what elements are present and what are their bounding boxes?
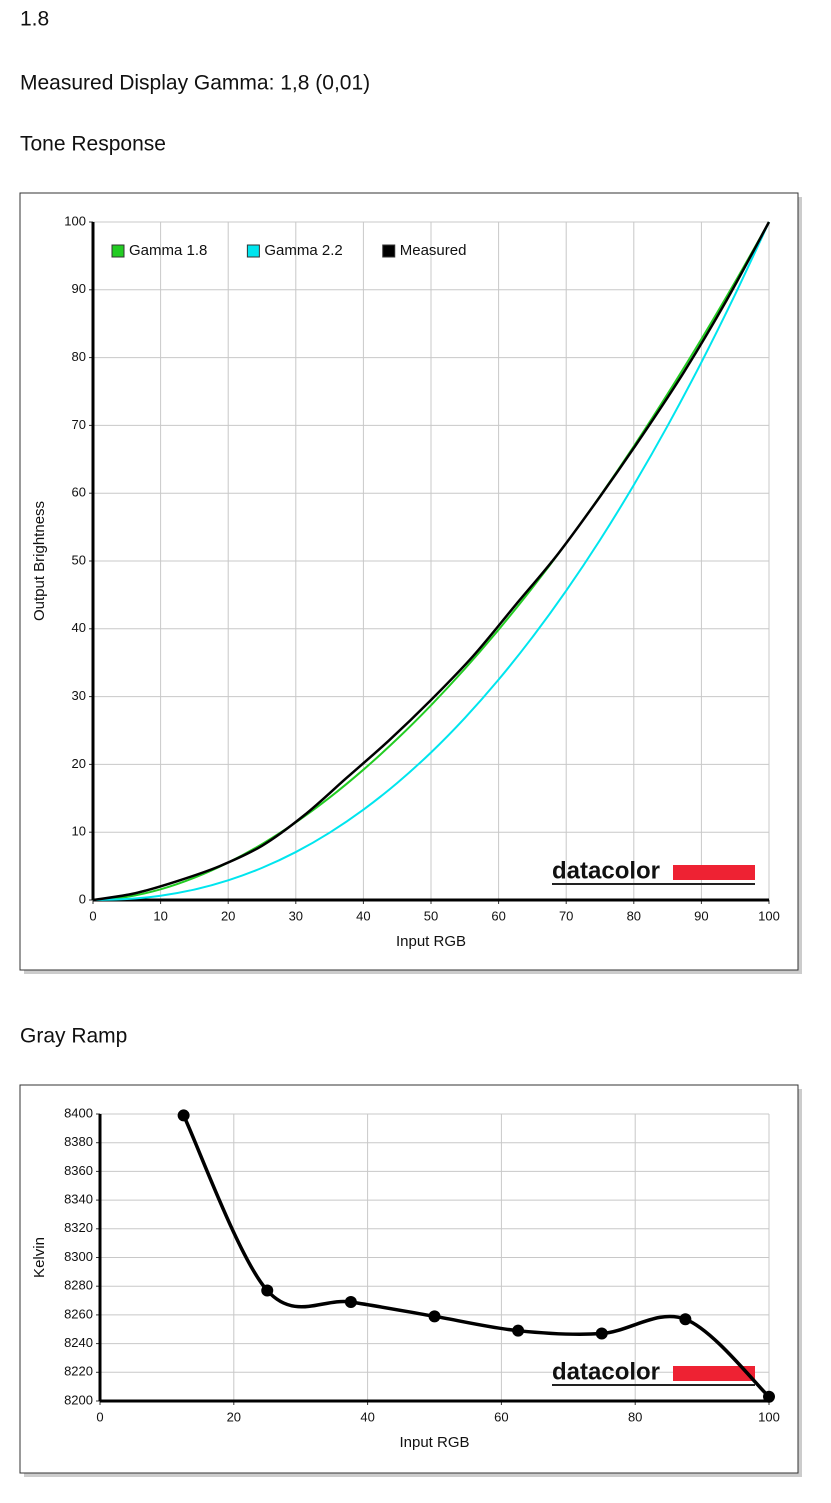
section-heading: Tone Response: [20, 133, 166, 156]
x-tick-label: 80: [627, 908, 641, 923]
y-tick-label: 8300: [64, 1249, 93, 1264]
x-tick-label: 30: [289, 908, 303, 923]
y-tick-label: 10: [72, 824, 86, 839]
x-tick-label: 0: [89, 908, 96, 923]
section-heading: Gray Ramp: [20, 1025, 127, 1048]
y-axis-title: Kelvin: [31, 1237, 48, 1278]
x-tick-label: 100: [758, 1409, 780, 1424]
y-tick-label: 8320: [64, 1220, 93, 1235]
y-tick-label: 0: [79, 891, 86, 906]
y-tick-label: 8340: [64, 1192, 93, 1207]
chart-frame: [19, 192, 799, 971]
point: [261, 1284, 274, 1297]
x-tick-label: 100: [758, 908, 780, 923]
x-tick-label: 90: [694, 908, 708, 923]
y-tick-label: 60: [72, 485, 86, 500]
logo-bar: [673, 1366, 755, 1381]
series-line: [92, 221, 771, 902]
y-tick-label: 80: [72, 349, 86, 364]
y-tick-label: 8280: [64, 1278, 93, 1293]
point: [512, 1324, 525, 1337]
point: [679, 1313, 692, 1326]
y-axis-title: Output Brightness: [31, 501, 48, 621]
gamma-value: 1.8: [20, 8, 49, 31]
x-tick-label: 0: [96, 1409, 103, 1424]
x-tick-label: 50: [424, 908, 438, 923]
y-tick-label: 8200: [64, 1392, 93, 1407]
legend-label: Gamma 1.8: [129, 242, 207, 259]
logo: datacolor: [552, 1358, 660, 1385]
logo: datacolor: [552, 857, 660, 884]
x-tick-label: 60: [491, 908, 505, 923]
x-tick-label: 20: [227, 1409, 241, 1424]
series-line: [92, 221, 770, 901]
x-tick-label: 10: [153, 908, 167, 923]
y-tick-label: 90: [72, 281, 86, 296]
point: [344, 1295, 357, 1308]
x-axis-title: Input RGB: [399, 1434, 469, 1451]
y-tick-label: 70: [72, 417, 86, 432]
x-tick-label: 20: [221, 908, 235, 923]
x-tick-label: 80: [628, 1409, 642, 1424]
legend-label: Measured: [400, 242, 467, 259]
y-tick-label: 40: [72, 620, 86, 635]
legend-label: Gamma 2.2: [264, 242, 342, 259]
x-tick-label: 70: [559, 908, 573, 923]
y-tick-label: 8380: [64, 1134, 93, 1149]
y-tick-label: 8360: [64, 1163, 93, 1178]
series-line: [182, 1114, 771, 1398]
legend-swatch: [111, 244, 125, 258]
point: [763, 1390, 775, 1403]
x-tick-label: 60: [494, 1409, 508, 1424]
y-tick-label: 8400: [64, 1105, 93, 1120]
measured-gamma: Measured Display Gamma: 1,8 (0,01): [20, 72, 370, 95]
x-tick-label: 40: [360, 1409, 374, 1424]
series-line: [92, 221, 770, 901]
legend-swatch: [246, 244, 260, 258]
y-tick-label: 8260: [64, 1306, 93, 1321]
y-tick-label: 8220: [64, 1364, 93, 1379]
point: [595, 1327, 608, 1340]
chart-frame: [19, 1084, 799, 1474]
x-tick-label: 40: [356, 908, 370, 923]
logo-bar: [673, 865, 755, 880]
y-tick-label: 100: [64, 213, 86, 228]
y-tick-label: 20: [72, 756, 86, 771]
point: [177, 1109, 190, 1122]
legend-swatch: [382, 244, 396, 258]
y-tick-label: 50: [72, 552, 86, 567]
y-tick-label: 8240: [64, 1335, 93, 1350]
point: [428, 1310, 441, 1323]
x-axis-title: Input RGB: [396, 933, 466, 950]
y-tick-label: 30: [72, 688, 86, 703]
